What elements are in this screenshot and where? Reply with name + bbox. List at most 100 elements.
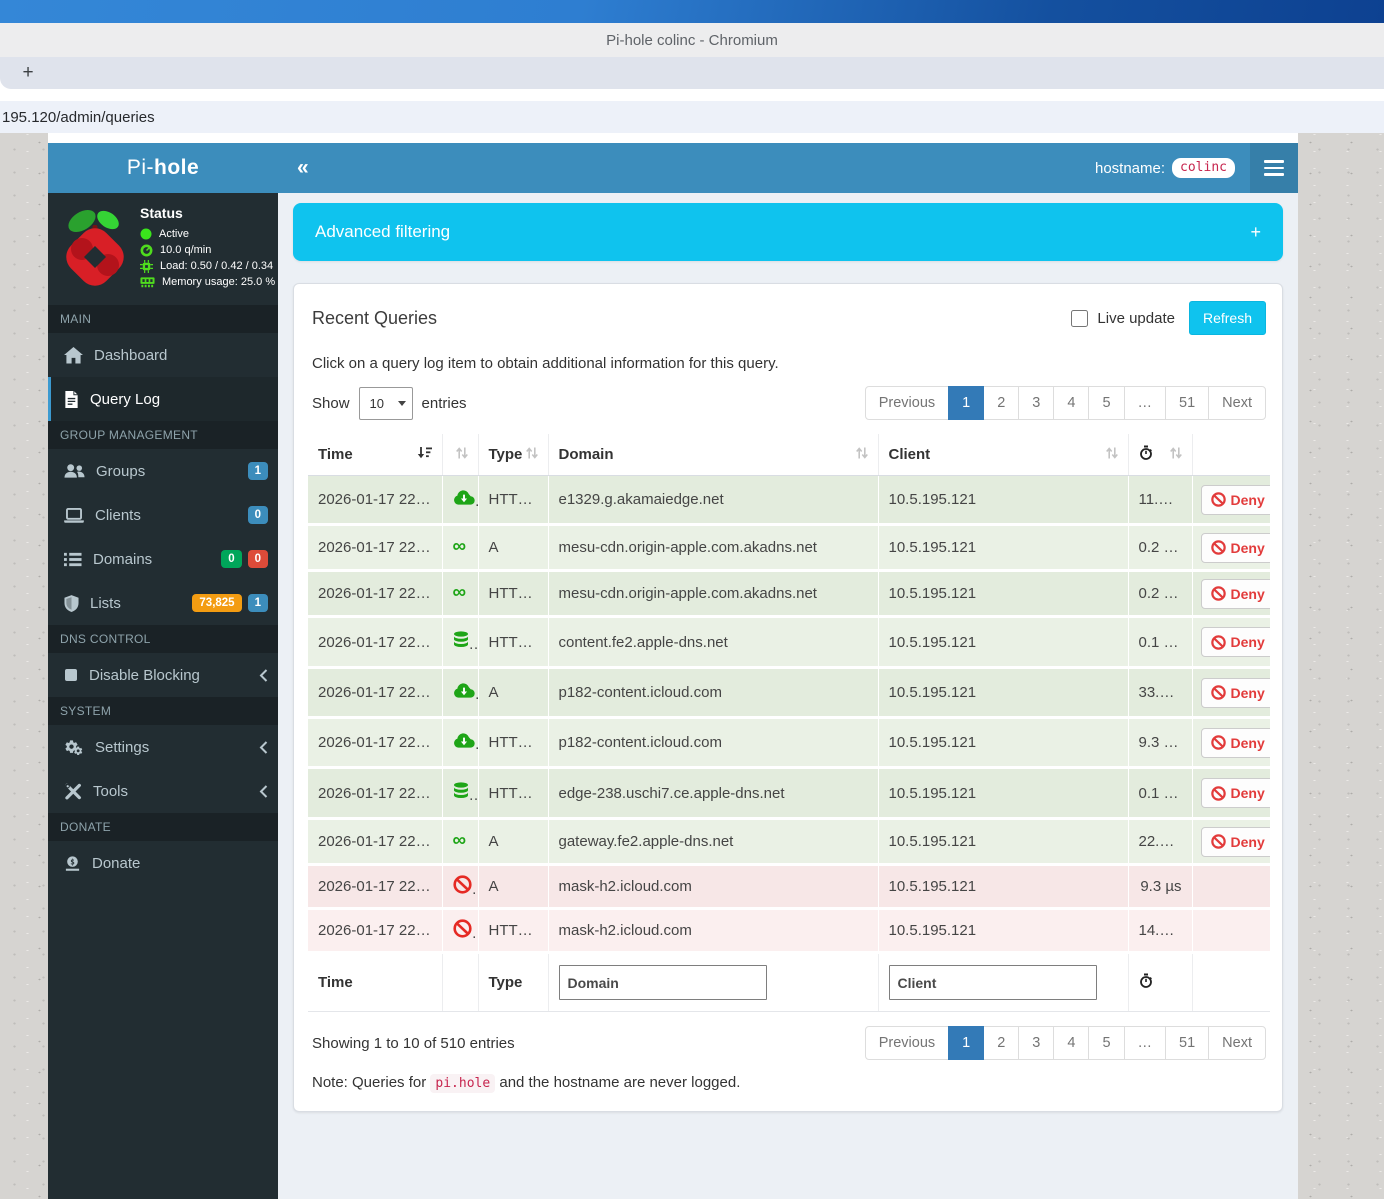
- sidebar-item-clients[interactable]: Clients 0: [48, 493, 278, 537]
- url-text: 195.120/admin/queries: [2, 108, 155, 126]
- query-type: HTTPS: [478, 616, 549, 669]
- page-next[interactable]: Next: [1208, 386, 1266, 420]
- query-row[interactable]: 2026-01-17 22:06:16 ∞ HTTPSmesu-cdn.origin…: [308, 570, 1270, 618]
- page-51[interactable]: 51: [1165, 1026, 1210, 1060]
- query-domain: edge-238.uschi7.ce.apple-dns.net: [548, 767, 879, 820]
- deny-button[interactable]: Deny: [1200, 677, 1270, 708]
- query-client: 10.5.195.121: [878, 616, 1129, 669]
- status-panel: Status Active 10.0 q/min Load: 0.50 / 0.42…: [48, 193, 278, 305]
- col-elapsed[interactable]: [1128, 434, 1193, 476]
- col-type[interactable]: Type: [478, 434, 549, 476]
- query-row[interactable]: 2026-01-17 22:05:50 Amask-h2.icloud.com10…: [308, 864, 1270, 910]
- deny-button[interactable]: Deny: [1200, 778, 1270, 808]
- stop-icon: [64, 668, 78, 682]
- users-icon: [64, 463, 85, 479]
- sidebar-section-donate: DONATE: [48, 813, 278, 841]
- sidebar-item-tools[interactable]: Tools: [48, 769, 278, 813]
- page-1[interactable]: 1: [948, 386, 985, 420]
- refresh-button[interactable]: Refresh: [1188, 301, 1266, 335]
- col-time[interactable]: Time: [308, 434, 443, 476]
- query-domain: mask-h2.icloud.com: [548, 908, 879, 954]
- query-type: HTTPS: [478, 767, 549, 820]
- sidebar-item-domains[interactable]: Domains 0 0: [48, 537, 278, 581]
- query-status: [442, 667, 479, 719]
- col-domain[interactable]: Domain: [548, 434, 879, 476]
- collapse-sidebar-icon[interactable]: [278, 156, 309, 180]
- hamburger-menu-icon[interactable]: [1250, 143, 1298, 193]
- query-elapsed: 0.2 ms: [1128, 524, 1193, 572]
- sidebar-item-settings[interactable]: Settings: [48, 725, 278, 769]
- query-client: 10.5.195.121: [878, 818, 1129, 866]
- query-time: 2026-01-17 22:05:50: [308, 818, 443, 866]
- page-size-select[interactable]: 10: [358, 386, 413, 420]
- tab-strip: +: [0, 57, 1384, 89]
- query-action: Deny: [1192, 570, 1270, 618]
- page-5[interactable]: 5: [1088, 1026, 1125, 1060]
- page-3[interactable]: 3: [1018, 1026, 1055, 1060]
- col-client[interactable]: Client: [878, 434, 1129, 476]
- query-row[interactable]: 2026-01-17 22:05:50 ∞ Agateway.fe2.apple-d…: [308, 818, 1270, 866]
- query-row[interactable]: 2026-01-17 22:05:50 HTTPSmask-h2.icloud.c…: [308, 908, 1270, 954]
- sidebar-item-query-log[interactable]: Query Log: [48, 377, 278, 421]
- query-client: 10.5.195.121: [878, 767, 1129, 820]
- query-time: 2026-01-17 22:05:50: [308, 767, 443, 820]
- advanced-filtering-bar[interactable]: Advanced filtering +: [293, 203, 1283, 261]
- query-elapsed: 9.3 µs: [1128, 864, 1193, 910]
- deny-button[interactable]: Deny: [1200, 484, 1270, 515]
- page-next[interactable]: Next: [1208, 1026, 1266, 1060]
- domain-filter-input[interactable]: [558, 965, 767, 1000]
- ban-small-icon: [1210, 540, 1226, 555]
- sidebar-item-dashboard[interactable]: Dashboard: [48, 333, 278, 377]
- query-domain: mask-h2.icloud.com: [548, 864, 879, 910]
- page-51[interactable]: 51: [1165, 386, 1210, 420]
- query-row[interactable]: 2026-01-17 22:05:50 HTTPSp182-content.icl…: [308, 717, 1270, 769]
- query-row[interactable]: 2026-01-17 22:05:51 Ap182-content.icloud.…: [308, 667, 1270, 719]
- status-title: Status: [140, 205, 183, 221]
- query-row[interactable]: 2026-01-17 22:05:50 HTTPSedge-238.uschi7.…: [308, 767, 1270, 820]
- query-row[interactable]: 2026-01-17 22:05:51 HTTPScontent.fe2.appl…: [308, 616, 1270, 669]
- client-filter-input[interactable]: [888, 965, 1097, 1000]
- query-row[interactable]: 2026-01-17 22:06:16 HTTPSe1329.g.akamaied…: [308, 475, 1270, 526]
- page-4[interactable]: 4: [1053, 1026, 1090, 1060]
- live-update-checkbox[interactable]: [1071, 309, 1089, 327]
- page-2[interactable]: 2: [983, 386, 1020, 420]
- query-elapsed: 0.1 ms: [1128, 616, 1193, 669]
- deny-button[interactable]: Deny: [1200, 826, 1270, 857]
- query-domain: gateway.fe2.apple-dns.net: [548, 818, 879, 866]
- sidebar-item-donate[interactable]: $ Donate: [48, 841, 278, 885]
- expand-plus-icon[interactable]: +: [1250, 221, 1261, 242]
- chevron-left-icon: [259, 668, 268, 682]
- address-bar[interactable]: 195.120/admin/queries: [0, 101, 1384, 133]
- page-previous[interactable]: Previous: [864, 1026, 950, 1060]
- memory-icon: [140, 276, 155, 288]
- page-2[interactable]: 2: [983, 1026, 1020, 1060]
- deny-button[interactable]: Deny: [1200, 627, 1270, 657]
- page-1[interactable]: 1: [948, 1026, 985, 1060]
- col-status[interactable]: [442, 434, 479, 476]
- cloud-download-icon: [453, 732, 475, 749]
- status-memory-usage: Memory usage: 25.0 %: [140, 274, 275, 290]
- new-tab-button[interactable]: +: [22, 62, 34, 83]
- sidebar-item-lists[interactable]: Lists 73,825 1: [48, 581, 278, 625]
- page-previous[interactable]: Previous: [864, 386, 950, 420]
- ban-icon: [452, 875, 472, 894]
- sidebar-item-groups[interactable]: Groups 1: [48, 449, 278, 493]
- ban-small-icon: [1210, 735, 1226, 750]
- page-4[interactable]: 4: [1053, 386, 1090, 420]
- sort-desc-icon: [417, 446, 432, 464]
- page-3[interactable]: 3: [1018, 386, 1055, 420]
- showing-entries-text: Showing 1 to 10 of 510 entries: [312, 1034, 515, 1052]
- sort-icon: [455, 446, 468, 464]
- query-time: 2026-01-17 22:05:50: [308, 864, 443, 910]
- chevron-left-icon: [259, 740, 268, 754]
- query-domain: p182-content.icloud.com: [548, 667, 879, 719]
- sidebar-item-disable-blocking[interactable]: Disable Blocking: [48, 653, 278, 697]
- deny-button[interactable]: Deny: [1200, 578, 1270, 609]
- page-5[interactable]: 5: [1088, 386, 1125, 420]
- hostname-badge: colinc: [1172, 158, 1235, 178]
- page-ellipsis: …: [1123, 386, 1167, 420]
- deny-button[interactable]: Deny: [1200, 727, 1270, 758]
- query-row[interactable]: 2026-01-17 22:06:16 ∞ Amesu-cdn.origin-app…: [308, 524, 1270, 572]
- deny-button[interactable]: Deny: [1200, 532, 1270, 563]
- query-client: 10.5.195.121: [878, 717, 1129, 769]
